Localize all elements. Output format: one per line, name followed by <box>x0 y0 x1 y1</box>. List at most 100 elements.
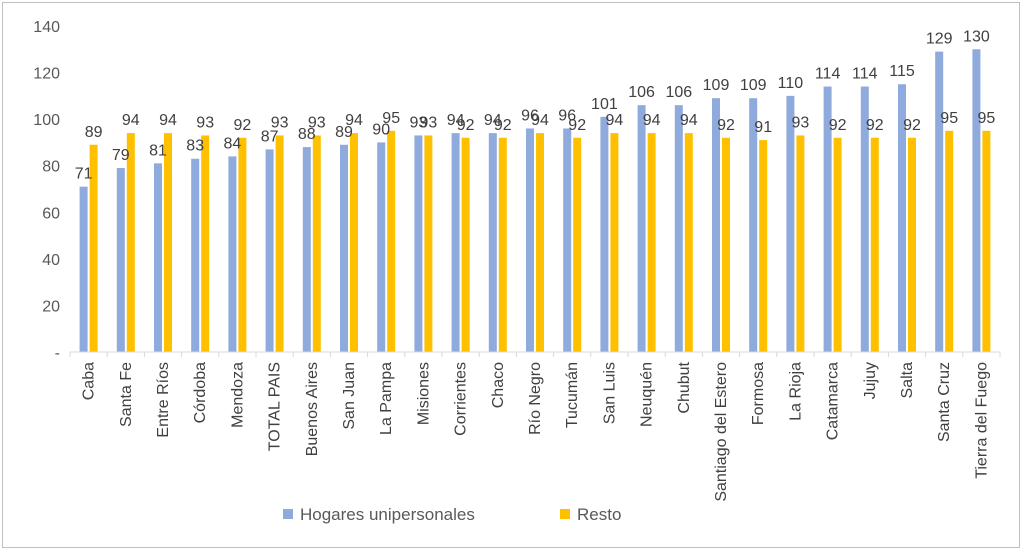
bar-resto <box>647 133 656 352</box>
bar-resto <box>722 137 730 352</box>
data-label: 94 <box>643 112 661 129</box>
x-tick-label: Santiago del Estero <box>713 362 730 502</box>
bar-hogares <box>637 105 646 353</box>
x-tick-label: Formosa <box>750 362 767 425</box>
legend-swatch <box>283 509 293 519</box>
x-tick-label: Chaco <box>490 362 507 408</box>
data-label: 83 <box>186 138 204 155</box>
y-tick-label: 100 <box>33 112 60 129</box>
bar-resto <box>126 133 135 352</box>
bar-hogares <box>79 186 88 352</box>
x-tick-label: Jujuy <box>862 362 879 399</box>
x-axis: Caba Santa Fe Entre Ríos Córdoba Mendoza TOTA… <box>69 351 1001 502</box>
x-tick-label: Río Negro <box>527 362 544 435</box>
legend-label: Resto <box>577 505 621 524</box>
legend-label: Hogares unipersonales <box>300 505 475 524</box>
data-label: 88 <box>298 126 316 143</box>
data-label: 92 <box>568 117 586 134</box>
x-tick-label: Catamarca <box>825 362 842 440</box>
data-label: 94 <box>447 112 465 129</box>
bar-hogares <box>526 128 534 352</box>
data-label: 81 <box>149 142 167 159</box>
data-label: 130 <box>963 28 990 45</box>
bar-hogares <box>488 133 497 352</box>
x-tick-label: La Pampa <box>378 362 395 435</box>
y-tick-label: - <box>55 345 60 362</box>
bar-hogares <box>563 128 572 352</box>
x-tick-label: San Juan <box>341 362 358 430</box>
bar-resto <box>684 133 693 352</box>
bar-resto <box>424 135 433 352</box>
x-tick-label: Santa Cruz <box>936 362 953 442</box>
data-label: 109 <box>740 77 767 94</box>
data-label: 114 <box>852 66 878 83</box>
bar-hogares <box>414 135 423 352</box>
data-label: 93 <box>308 114 326 131</box>
bar-resto <box>164 133 172 352</box>
data-label: 92 <box>829 117 847 134</box>
data-label: 109 <box>703 77 730 94</box>
bar-resto <box>908 137 916 352</box>
data-label: 92 <box>866 117 884 134</box>
bar-resto <box>759 140 768 352</box>
data-label: 129 <box>926 31 953 48</box>
bar-resto <box>461 137 470 352</box>
x-tick-label: Misiones <box>415 362 432 425</box>
data-label: 92 <box>717 117 735 134</box>
data-label: 94 <box>345 112 363 129</box>
bar-resto <box>238 137 247 352</box>
bar-hogares <box>302 147 311 352</box>
data-label: 93 <box>792 114 810 131</box>
data-label: 94 <box>122 112 140 129</box>
bar-resto <box>610 133 619 352</box>
data-label: 94 <box>159 112 177 129</box>
bar-hogares <box>340 144 348 352</box>
y-tick-label: 60 <box>42 205 60 222</box>
x-tick-label: Mendoza <box>229 362 246 428</box>
x-tick-label: TOTAL PAIS <box>267 362 284 451</box>
bar-resto <box>275 135 284 352</box>
legend-swatch <box>560 509 570 519</box>
x-tick-label: Chubut <box>676 361 693 413</box>
bar-resto <box>312 135 321 352</box>
x-tick-label: Santa Fe <box>118 362 135 427</box>
data-label: 71 <box>75 166 93 183</box>
bar-hogares <box>935 51 944 352</box>
bar-resto <box>498 137 507 352</box>
legend: Hogares unipersonales Resto <box>283 505 621 524</box>
bar-hogares <box>712 98 720 352</box>
bar-resto <box>89 144 98 352</box>
x-tick-label: Corrientes <box>453 362 470 436</box>
bar-hogares <box>377 142 386 352</box>
data-label: 101 <box>591 96 618 113</box>
data-label: 92 <box>457 117 475 134</box>
x-tick-label: Tucumán <box>564 362 581 428</box>
x-tick-label: Salta <box>899 362 916 399</box>
x-tick-label: Córdoba <box>192 362 209 423</box>
data-label: 95 <box>978 110 996 127</box>
bar-resto <box>350 133 358 352</box>
y-tick-label: 20 <box>42 298 60 315</box>
x-tick-label: Entre Ríos <box>155 362 172 438</box>
data-label: 84 <box>224 135 242 152</box>
data-label: 96 <box>521 107 539 124</box>
data-label: 79 <box>112 147 130 164</box>
data-label: 115 <box>889 63 915 80</box>
data-label: 94 <box>606 112 624 129</box>
bar-hogares <box>451 133 460 352</box>
data-label: 110 <box>778 75 804 92</box>
data-label: 91 <box>754 119 772 136</box>
x-tick-label: San Luis <box>601 362 618 424</box>
data-label: 93 <box>196 114 214 131</box>
data-label: 93 <box>271 114 289 131</box>
bar-resto <box>833 137 842 352</box>
data-label: 87 <box>261 128 279 145</box>
bar-hogares <box>600 116 609 352</box>
data-label: 89 <box>335 124 353 141</box>
data-label: 94 <box>680 112 698 129</box>
data-label: 92 <box>903 117 921 134</box>
data-label: 90 <box>372 121 390 138</box>
bar-hogares <box>191 158 200 352</box>
